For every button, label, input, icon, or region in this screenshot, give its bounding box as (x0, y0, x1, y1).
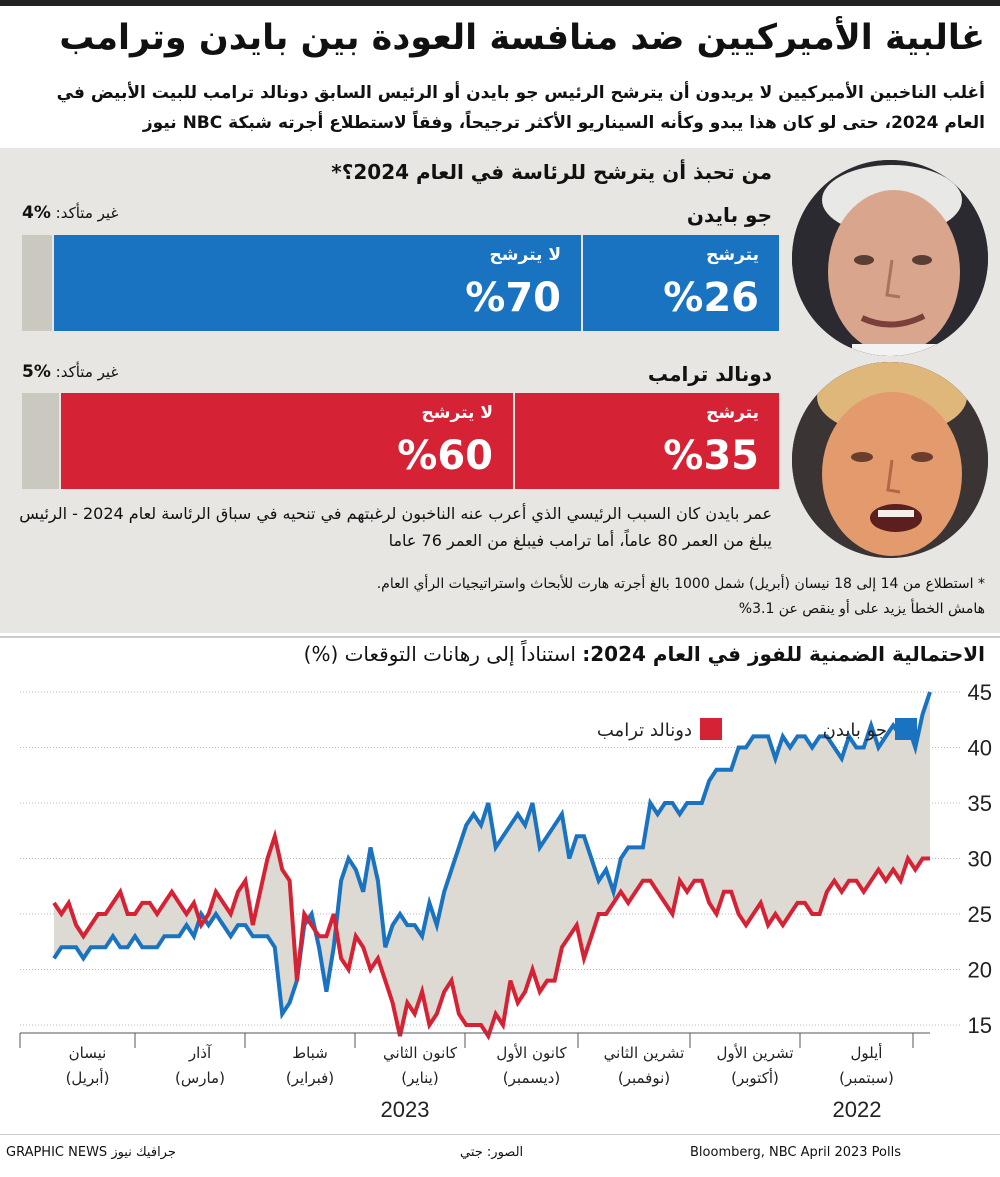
x-month-label: تشرين الأول (716, 1043, 793, 1062)
trump-norun-value: %60 (397, 433, 493, 479)
x-month-sublabel: (مارس) (175, 1069, 225, 1087)
footnote-1: * استطلاع من 14 إلى 18 نيسان (أبريل) شمل… (376, 576, 985, 592)
x-month-label: شباط (292, 1044, 328, 1062)
poll-question: من تحبذ أن يترشح للرئاسة في العام 2024؟* (331, 160, 772, 184)
gap-area (54, 692, 930, 1037)
x-month-sublabel: (أبريل) (66, 1068, 110, 1087)
x-month-label: كانون الأول (496, 1043, 567, 1062)
trump-series-line (52, 828, 930, 1041)
biden-portrait (792, 160, 988, 356)
trump-norun-segment: لا يترشح %60 (61, 393, 513, 489)
x-month-sublabel: (نوفمبر) (618, 1069, 670, 1087)
x-month-label: تشرين الثاني (604, 1044, 685, 1063)
biden-run-label: يترشح (706, 245, 759, 265)
chart-title-rest: استناداً إلى رهانات التوقعات (%) (303, 642, 576, 666)
trump-run-segment: يترشح %35 (515, 393, 779, 489)
chart-title-bold: الاحتمالية الضمنية للفوز في العام 2024: (582, 642, 985, 666)
year-2022-label: 2022 (833, 1097, 882, 1122)
y-tick-label: 35 (968, 791, 992, 816)
x-month-label: أيلول (851, 1043, 883, 1062)
unsure-label: غير متأكد: (55, 204, 119, 222)
biden-norun-segment: لا يترشح %70 (54, 235, 581, 331)
y-tick-label: 40 (968, 736, 992, 761)
y-tick-label: 30 (968, 847, 992, 872)
biden-unsure-value: %4 (22, 203, 51, 223)
trump-norun-label: لا يترشح (421, 403, 493, 423)
legend-biden-swatch (895, 718, 917, 740)
biden-face-icon (792, 160, 988, 356)
biden-name: جو بايدن (686, 203, 772, 227)
footnote-2: هامش الخطأ يزيد على أو ينقص عن 3.1% (738, 601, 985, 617)
trump-unsure-segment (22, 393, 59, 489)
y-tick-label: 45 (968, 680, 992, 705)
x-month-label: نيسان (69, 1044, 107, 1062)
x-month-sublabel: (يناير) (401, 1069, 438, 1087)
x-month-label: كانون الثاني (383, 1044, 458, 1063)
legend-trump-swatch (700, 718, 722, 740)
x-month-sublabel: (فبراير) (286, 1069, 334, 1087)
legend-biden-label: جو بايدن (823, 720, 887, 741)
x-month-sublabel: (ديسمبر) (503, 1069, 560, 1087)
trump-face-icon (792, 362, 988, 558)
top-rule (0, 0, 1000, 6)
biden-unsure-segment (22, 235, 52, 331)
brand-text: GRAPHIC NEWS جرافيك نيوز (6, 1145, 176, 1160)
chart-title: الاحتمالية الضمنية للفوز في العام 2024: … (304, 642, 985, 666)
page-title: غالبية الأميركيين ضد منافسة العودة بين ب… (59, 18, 985, 58)
source-text: Bloomberg, NBC April 2023 Polls (690, 1145, 901, 1160)
footer-bar: Bloomberg, NBC April 2023 Polls الصور: ج… (0, 1134, 1000, 1177)
y-tick-label: 20 (968, 958, 992, 983)
x-month-label: آذار (188, 1044, 212, 1062)
biden-norun-value: %70 (465, 275, 561, 321)
trump-unsure: غير متأكد: %5 (22, 362, 118, 382)
biden-run-value: %26 (663, 275, 759, 321)
y-tick-label: 15 (968, 1013, 992, 1038)
x-month-sublabel: (أكتوبر) (731, 1068, 779, 1087)
photos-credit: الصور: جتي (460, 1145, 524, 1160)
biden-run-segment: يترشح %26 (583, 235, 779, 331)
year-2023-label: 2023 (381, 1097, 430, 1122)
trump-run-label: يترشح (706, 403, 759, 423)
legend-trump-label: دونالد ترامب (597, 720, 692, 741)
trump-run-value: %35 (663, 433, 759, 479)
age-note: عمر بايدن كان السبب الرئيسي الذي أعرب عن… (19, 504, 772, 550)
trump-unsure-value: %5 (22, 362, 51, 382)
biden-bar: لا يترشح %70 يترشح %26 (22, 235, 779, 331)
biden-norun-label: لا يترشح (489, 245, 561, 265)
y-tick-label: 25 (968, 902, 992, 927)
trump-bar: لا يترشح %60 يترشح %35 (22, 393, 779, 489)
biden-unsure: غير متأكد: %4 (22, 203, 118, 223)
unsure-label: غير متأكد: (55, 363, 119, 381)
win-probability-chart: 15 20 25 30 35 40 45 جو بايدن دونالد ترامب نيسان (… (19, 680, 992, 1122)
x-month-sublabel: (سبتمبر) (839, 1069, 894, 1087)
trump-portrait (792, 362, 988, 558)
trump-name: دونالد ترامب (647, 362, 772, 386)
subtitle: أغلب الناخبين الأميركيين لا يريدون أن يت… (56, 83, 985, 133)
